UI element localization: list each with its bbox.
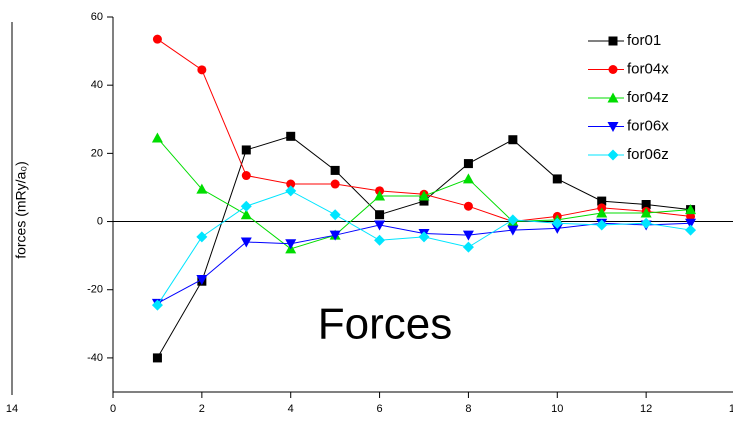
marker	[152, 34, 162, 44]
y-tick-label: 0	[97, 215, 103, 227]
marker	[374, 190, 386, 201]
marker	[607, 122, 619, 132]
marker	[551, 217, 563, 229]
marker	[419, 196, 429, 206]
y-tick-label: 40	[91, 79, 103, 91]
marker	[462, 241, 474, 253]
x-tick-label: 2	[199, 403, 205, 415]
x-tick-label: 14	[729, 403, 733, 415]
marker	[241, 171, 251, 181]
y-axis-label: forces (mRy/a₀)	[13, 161, 29, 259]
marker	[329, 209, 341, 221]
marker	[329, 230, 341, 241]
marker	[241, 145, 251, 155]
marker	[507, 214, 519, 226]
legend-label: for04x	[627, 60, 669, 77]
legend-label: for01	[627, 32, 661, 49]
marker	[685, 204, 697, 215]
marker	[596, 207, 608, 218]
marker	[462, 173, 474, 184]
marker	[374, 234, 386, 246]
marker	[685, 224, 697, 236]
marker	[375, 210, 385, 220]
marker	[285, 185, 297, 197]
marker	[152, 353, 162, 363]
marker	[608, 65, 618, 74]
marker	[285, 239, 297, 250]
neighbor-tick-label: 14	[6, 403, 18, 415]
x-tick-label: 6	[377, 403, 383, 415]
marker	[686, 211, 696, 221]
marker	[374, 220, 386, 231]
marker	[608, 36, 618, 46]
marker	[551, 223, 563, 234]
marker	[462, 230, 474, 241]
marker	[508, 135, 518, 145]
marker	[463, 159, 473, 169]
y-tick-label: -20	[87, 284, 103, 296]
marker	[640, 207, 652, 218]
marker	[240, 200, 252, 212]
marker	[640, 217, 652, 229]
marker	[552, 174, 562, 184]
x-tick-label: 12	[640, 403, 652, 415]
x-tick-label: 4	[288, 403, 294, 415]
y-tick-label: 20	[91, 147, 103, 159]
marker	[607, 149, 619, 161]
marker	[607, 92, 619, 103]
legend-label: for04z	[627, 89, 669, 106]
marker	[196, 231, 208, 243]
x-tick-label: 0	[110, 403, 116, 415]
marker	[286, 179, 296, 189]
legend-label: for06z	[627, 146, 669, 163]
y-tick-label: 60	[91, 11, 103, 23]
marker	[641, 200, 651, 209]
marker	[463, 201, 473, 211]
marker	[597, 196, 607, 206]
marker	[240, 237, 252, 248]
y-tick-label: -40	[87, 352, 103, 364]
marker	[330, 165, 340, 175]
marker	[197, 65, 207, 75]
marker	[196, 183, 208, 194]
marker	[685, 218, 697, 229]
marker	[418, 190, 430, 201]
annotation: Forces	[318, 300, 452, 349]
marker	[151, 299, 163, 311]
marker	[286, 131, 296, 141]
marker	[507, 225, 519, 236]
marker	[240, 209, 252, 220]
x-tick-label: 10	[551, 403, 563, 415]
marker	[596, 219, 608, 231]
series-line	[157, 190, 691, 306]
x-tick-label: 8	[465, 403, 471, 415]
legend-label: for06x	[627, 117, 669, 134]
marker	[330, 179, 340, 189]
marker	[196, 275, 208, 285]
marker	[151, 132, 163, 143]
marker	[418, 231, 430, 243]
